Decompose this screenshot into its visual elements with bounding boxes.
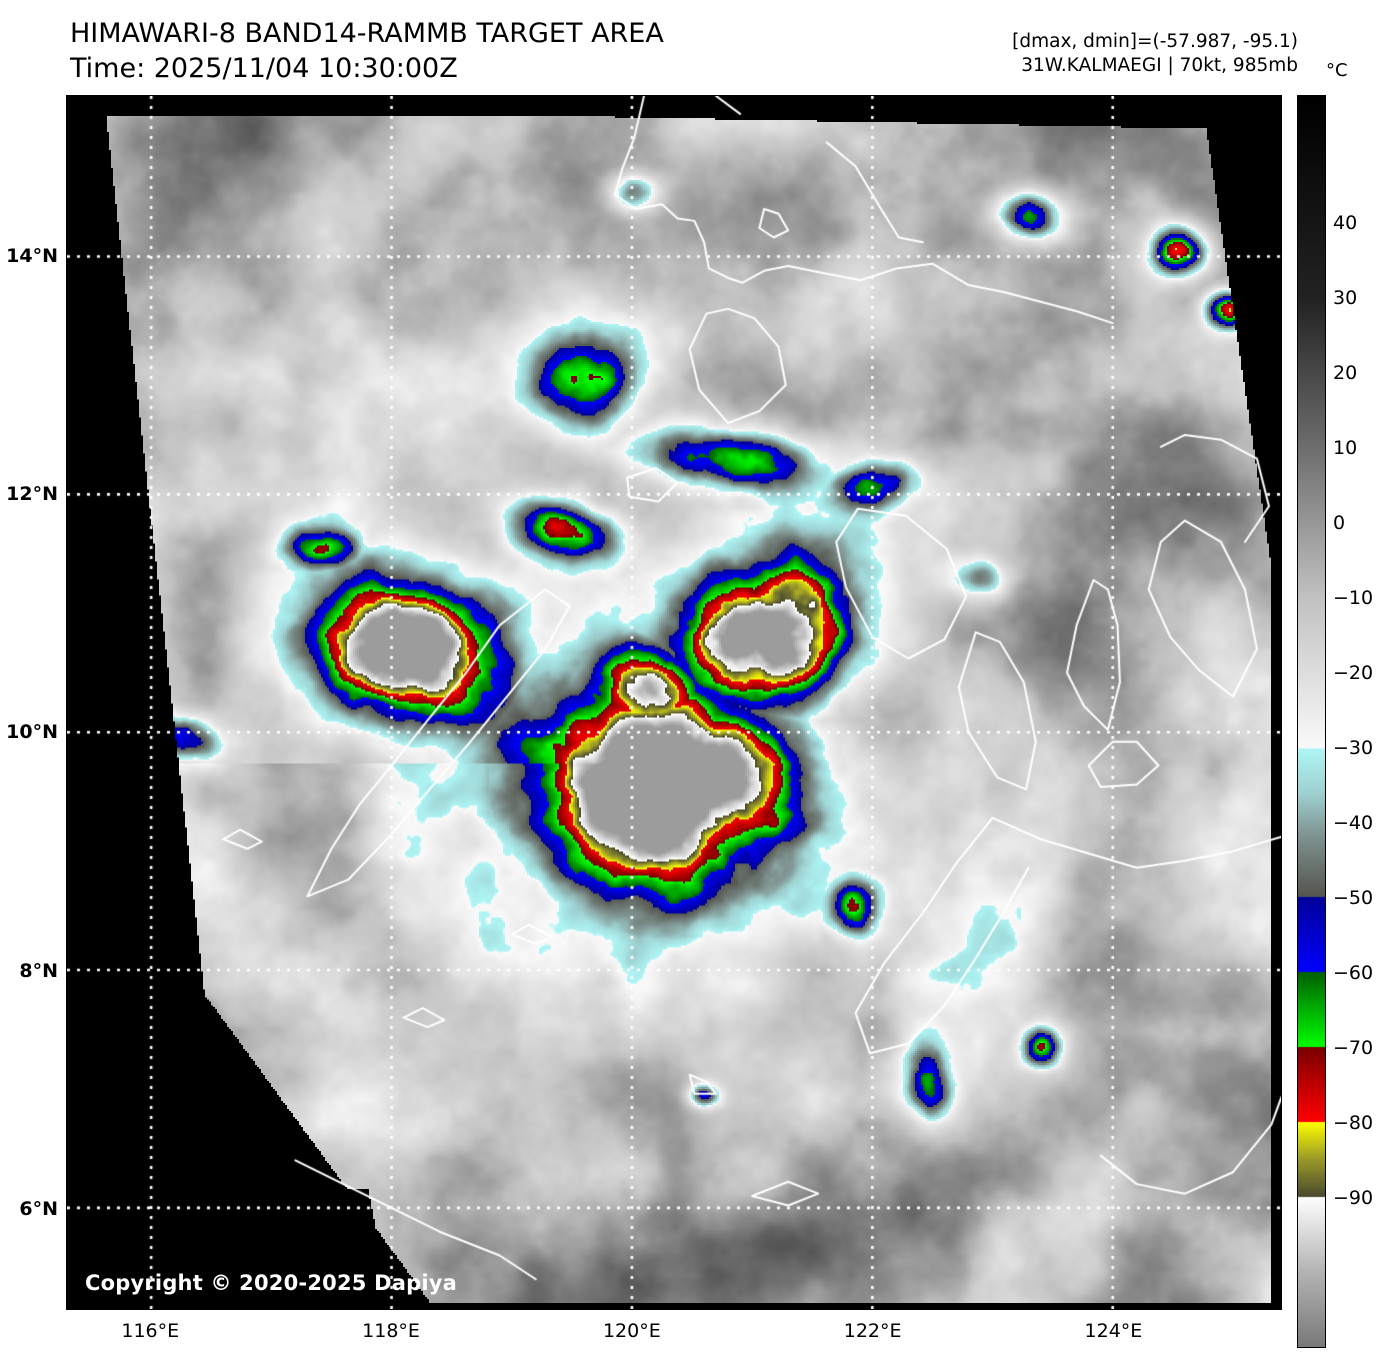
copyright-watermark: Copyright © 2020-2025 Dapiya [85,1271,457,1295]
colorbar-tick-minus30: −30 [1333,736,1374,759]
colorbar-tick-minus70: −70 [1333,1036,1374,1059]
colorbar-tick-0: 0 [1333,511,1346,534]
lat-tick-10: 10°N [6,721,58,744]
lat-tick-14: 14°N [6,244,58,267]
colorbar-tick-10: 10 [1333,436,1358,459]
lon-tick-122: 122°E [843,1320,902,1342]
metadata-block: [dmax, dmin]=(-57.987, -95.1) 31W.KALMAE… [1012,30,1298,79]
timestamp-line: Time: 2025/11/04 10:30:00Z [70,53,458,85]
lon-tick-124: 124°E [1084,1320,1143,1342]
colorbar-tick-30: 30 [1333,286,1358,309]
dmax-dmin-label: [dmax, dmin]=(-57.987, -95.1) [1012,31,1298,52]
colorbar-tick-minus40: −40 [1333,811,1374,834]
colorbar-tick-minus50: −50 [1333,886,1374,909]
colorbar-tick-minus20: −20 [1333,661,1374,684]
lon-tick-118: 118°E [362,1320,420,1342]
lon-tick-120: 120°E [602,1320,661,1342]
page-title: HIMAWARI-8 BAND14-RAMMB TARGET AREA [70,18,664,49]
latlon-gridlines [67,96,1281,1309]
colorbar-tick-minus10: −10 [1333,586,1374,609]
lon-tick-116: 116°E [121,1320,180,1342]
colorbar-unit-label: °C [1326,60,1348,81]
colorbar-gradient [1298,96,1325,1347]
storm-info-label: 31W.KALMAEGI | 70kt, 985mb [1021,55,1298,77]
colorbar-tick-20: 20 [1333,361,1358,384]
colorbar-tick-40: 40 [1333,211,1358,234]
satellite-plot-area[interactable]: Copyright © 2020-2025 Dapiya [66,95,1282,1310]
colorbar-tick-minus60: −60 [1333,961,1374,984]
lat-tick-6: 6°N [19,1197,58,1220]
title-block: HIMAWARI-8 BAND14-RAMMB TARGET AREA Time… [70,16,664,86]
lat-tick-8: 8°N [19,959,58,982]
temperature-colorbar[interactable] [1297,95,1326,1348]
lat-tick-12: 12°N [6,483,58,506]
colorbar-tick-minus80: −80 [1333,1111,1374,1134]
colorbar-tick-minus90: −90 [1333,1186,1374,1209]
